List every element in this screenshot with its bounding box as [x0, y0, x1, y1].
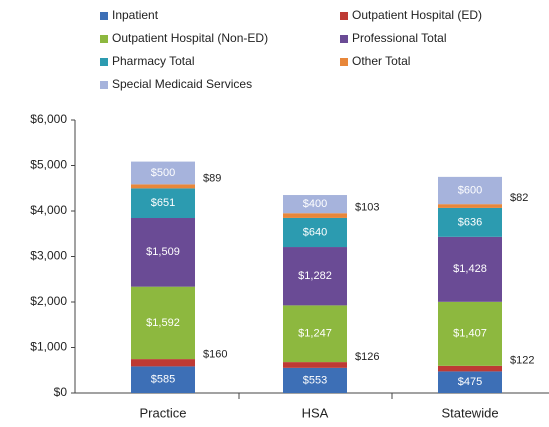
value-label: $1,592: [146, 317, 180, 329]
y-tick-label: $2,000: [30, 294, 67, 308]
bar-segment: [283, 247, 347, 306]
value-label: $1,428: [453, 263, 487, 275]
bar-segment: [438, 176, 502, 205]
value-label: $1,407: [453, 328, 487, 340]
value-label: $585: [151, 374, 175, 386]
value-label: $500: [151, 167, 175, 179]
y-tick-label: $6,000: [30, 112, 67, 126]
value-label: $475: [458, 376, 482, 388]
value-label: $600: [458, 184, 482, 196]
x-tick-label: Practice: [140, 405, 187, 420]
y-tick-label: $3,000: [30, 249, 67, 263]
bar-segment: [283, 217, 347, 248]
bar-segment: [131, 161, 195, 185]
legend-swatch: [340, 12, 348, 20]
legend-label: Outpatient Hospital (Non-ED): [112, 31, 268, 45]
y-tick-label: $4,000: [30, 203, 67, 217]
legend-swatch: [100, 12, 108, 20]
bar-segment: [283, 305, 347, 363]
value-label: $122: [510, 355, 534, 367]
value-label: $553: [303, 374, 327, 386]
legend-label: Professional Total: [352, 31, 447, 45]
legend-label: Outpatient Hospital (ED): [352, 8, 482, 22]
value-label: $400: [303, 198, 327, 210]
bar-segment: [283, 213, 347, 218]
legend-label: Pharmacy Total: [112, 54, 194, 68]
legend-swatch: [100, 81, 108, 89]
y-tick-label: $0: [54, 385, 68, 399]
bar-segment: [438, 236, 502, 302]
legend-swatch: [100, 35, 108, 43]
value-label: $1,282: [298, 270, 332, 282]
bar-segment: [131, 188, 195, 219]
bar-segment: [283, 362, 347, 368]
value-label: $1,509: [146, 246, 180, 258]
bar-segment: [438, 207, 502, 237]
legend-swatch: [100, 58, 108, 66]
value-label: $82: [510, 192, 528, 204]
value-label: $160: [203, 349, 227, 361]
bar-segment: [438, 301, 502, 366]
bar-segment: [438, 204, 502, 208]
bar-segment: [283, 195, 347, 214]
value-label: $636: [458, 216, 482, 228]
legend-label: Inpatient: [112, 8, 159, 22]
bar-segment: [131, 286, 195, 360]
value-label: $640: [303, 226, 327, 238]
bar-segment: [131, 184, 195, 189]
bar-segment: [438, 365, 502, 372]
value-label: $89: [203, 172, 221, 184]
x-tick-label: HSA: [302, 405, 329, 420]
legend-label: Other Total: [352, 54, 410, 68]
legend-swatch: [340, 35, 348, 43]
bar-segment: [131, 359, 195, 367]
bar-segment: [438, 371, 502, 393]
value-label: $651: [151, 197, 175, 209]
bar-segment: [131, 218, 195, 287]
y-tick-label: $1,000: [30, 340, 67, 354]
value-label: $1,247: [298, 328, 332, 340]
x-tick-label: Statewide: [441, 405, 498, 420]
legend-label: Special Medicaid Services: [112, 77, 252, 91]
value-label: $103: [355, 201, 379, 213]
value-label: $126: [355, 351, 379, 363]
legend-swatch: [340, 58, 348, 66]
bar-segment: [283, 367, 347, 393]
bar-segment: [131, 366, 195, 393]
y-tick-label: $5,000: [30, 158, 67, 172]
